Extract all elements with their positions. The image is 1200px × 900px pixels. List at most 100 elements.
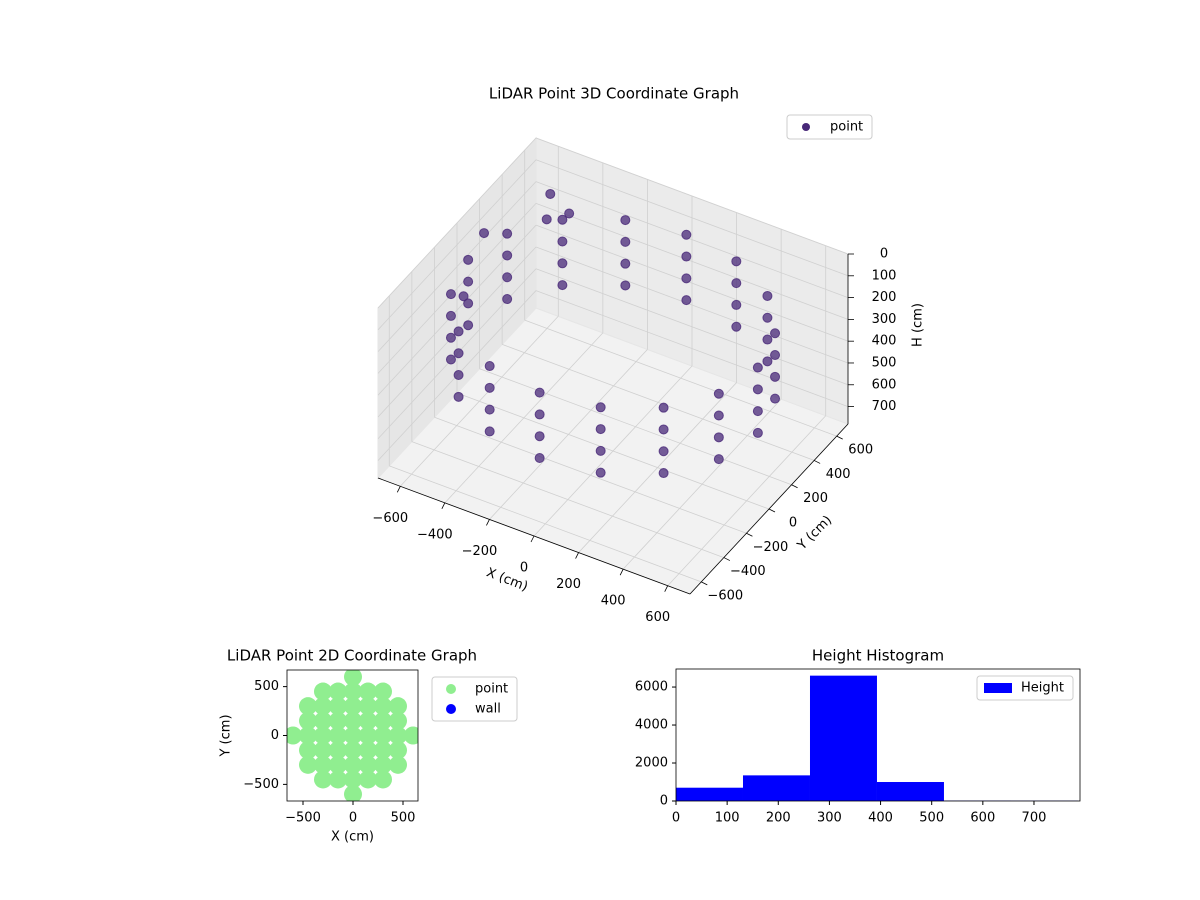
x-axis [377,477,691,595]
data-point [713,388,724,399]
y-tick [768,508,776,513]
grid-line [377,181,537,352]
data-point [299,711,317,730]
data-point [329,741,347,760]
data-point [557,236,568,247]
data-point [557,258,568,269]
data-point [564,208,575,219]
data-point [713,454,724,465]
y-tick [723,557,731,561]
data-point [299,697,317,716]
y-tick-label: −500 [243,777,279,792]
z-tick-label: 400 [872,334,897,349]
data-point [299,726,317,745]
data-point [344,755,362,774]
data-point [374,755,392,774]
data-point [731,321,742,332]
data-point [329,711,347,730]
data-point [314,726,332,745]
data-point [453,348,464,359]
data-point [681,251,692,262]
data-point [534,387,545,398]
plot-area [287,670,418,801]
data-point [359,711,377,730]
legend-label: wall [475,702,501,717]
data-point [374,726,392,745]
data-point [541,214,552,225]
grid-line [535,268,849,386]
grid-line [456,392,770,510]
legend-marker [984,683,1012,693]
data-point [458,291,469,302]
data-point [344,785,362,801]
data-point [770,350,781,361]
x-tick [664,585,669,592]
z-tick-label: 100 [872,268,897,283]
data-point [359,770,377,789]
legend-marker [802,123,810,131]
data-point [620,215,631,226]
x-tick-label: −200 [462,544,498,559]
z-tick-label: 500 [872,355,897,370]
y-tick [836,435,843,440]
x-tick-label: 700 [1022,811,1047,826]
data-point [595,424,606,435]
data-point [752,427,763,438]
axes-frame [675,668,1081,802]
y-tick-label: 2000 [635,756,668,771]
data-point [658,424,669,435]
data-point [453,326,464,337]
data-point [374,682,392,701]
data-point [595,467,606,478]
data-point [344,726,362,745]
y-tick [791,484,798,489]
z-tick-label: 200 [872,290,897,305]
data-point [595,445,606,456]
y-tick-label: 600 [848,443,873,458]
data-point [713,410,724,421]
legend-marker [446,684,456,694]
grid-line [535,224,849,342]
data-point [713,432,724,443]
x-tick-label: 500 [391,811,416,826]
data-point [484,426,495,437]
z-axis-label: H (cm) [911,303,926,347]
data-point [484,361,495,372]
bar [876,782,944,801]
data-point [681,229,692,240]
y-axis [689,423,849,595]
data-point [314,741,332,760]
x-tick [486,519,490,526]
grid-line [389,465,702,583]
data-point [681,295,692,306]
data-point [374,711,392,730]
data-point [731,299,742,310]
grid-line [524,319,837,437]
x-tick-label: 0 [520,561,528,576]
grid-line [535,290,849,407]
z-tick-label: 0 [880,247,888,262]
grid-line [479,368,792,486]
x-tick [619,568,624,576]
x-tick-label: 400 [601,594,626,609]
data-point [502,250,513,261]
data-point [762,334,773,345]
data-point [484,404,495,415]
data-point [463,276,474,287]
data-point [359,726,377,745]
x-tick-label: 500 [919,811,944,826]
data-point [453,391,464,402]
x-tick [396,486,401,493]
data-point [752,406,763,417]
y-tick-label: 0 [271,728,279,743]
x-tick-label: 100 [715,811,740,826]
y-tick-label: 6000 [635,680,668,695]
grid-line [377,159,537,331]
data-point [731,278,742,289]
data-point [762,312,773,323]
data-point [453,370,464,381]
x-tick-label: 0 [672,811,680,826]
data-point [389,711,407,730]
z-tick-label: 300 [872,312,897,327]
x-tick [575,552,579,559]
